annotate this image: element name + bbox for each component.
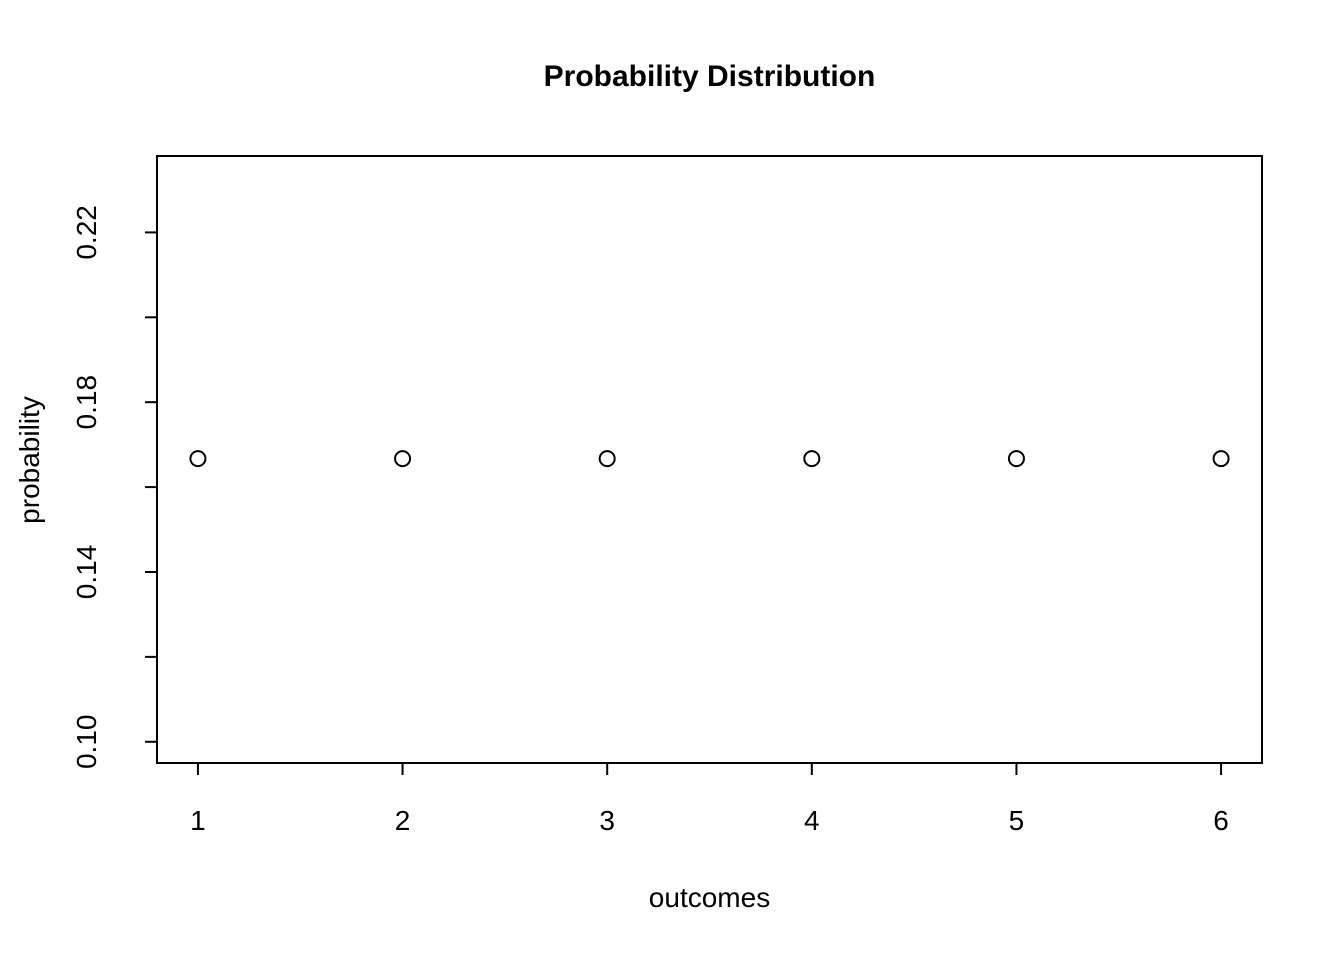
data-point-circle — [1212, 450, 1230, 468]
y-axis-title: probability — [14, 396, 45, 524]
data-point-circle — [189, 450, 207, 468]
data-point-circle — [1007, 450, 1025, 468]
data-point-circle — [803, 450, 821, 468]
data-point-circle — [394, 450, 412, 468]
x-axis-title: outcomes — [648, 882, 771, 913]
y-tick-label: 0.14 — [71, 545, 102, 600]
y-tick-label: 0.22 — [71, 205, 102, 259]
y-tick-label: 0.18 — [71, 375, 102, 430]
x-tick-label: 5 — [1009, 805, 1025, 836]
plot-box — [156, 155, 1263, 764]
chart-title: Probability Distribution — [543, 60, 876, 93]
x-tick-label: 6 — [1213, 805, 1229, 836]
x-tick-label: 4 — [804, 805, 820, 836]
y-tick-label: 0.10 — [71, 715, 102, 770]
x-tick-label: 1 — [190, 805, 206, 836]
x-tick-label: 2 — [395, 805, 411, 836]
x-tick-label: 3 — [599, 805, 615, 836]
data-point-circle — [598, 450, 616, 468]
